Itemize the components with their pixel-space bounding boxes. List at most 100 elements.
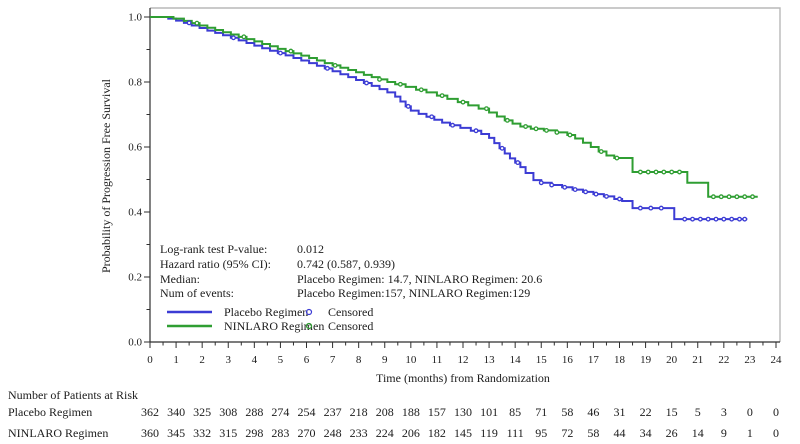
placebo-censor-mark bbox=[324, 65, 330, 71]
y-axis-label: Probability of Progression Free Survival bbox=[99, 78, 113, 273]
plot-frame bbox=[150, 7, 781, 342]
x-tick-label: 5 bbox=[278, 354, 284, 366]
at-risk-row-label-placebo: Placebo Regimen bbox=[8, 405, 92, 419]
legend-label-placebo: Placebo Regimen bbox=[224, 305, 308, 319]
y-tick-label: 0.0 bbox=[128, 337, 142, 349]
x-tick-label: 9 bbox=[382, 354, 388, 366]
at-risk-value: 340 bbox=[167, 405, 185, 419]
at-risk-value: 111 bbox=[507, 426, 524, 440]
at-risk-value: 182 bbox=[428, 426, 446, 440]
placebo-censor-mark bbox=[604, 193, 609, 199]
at-risk-value: 72 bbox=[561, 426, 573, 440]
placebo-censor-mark bbox=[538, 180, 544, 186]
ninlaro-censor-mark bbox=[726, 194, 732, 200]
x-tick-label: 17 bbox=[588, 354, 600, 366]
x-tick-label: 16 bbox=[562, 354, 574, 366]
at-risk-value: 58 bbox=[561, 405, 573, 419]
ninlaro-censor-mark bbox=[653, 169, 659, 175]
placebo-censor-mark bbox=[648, 205, 654, 211]
ninlaro-censor-mark bbox=[598, 149, 604, 154]
y-tick-label: 0.4 bbox=[128, 207, 142, 219]
placebo-censor-mark bbox=[450, 122, 456, 128]
at-risk-value: 14 bbox=[692, 426, 704, 440]
placebo-censor-mark bbox=[562, 184, 568, 190]
stat-value-median: Placebo Regimen: 14.7, NINLARO Regimen: … bbox=[297, 272, 542, 286]
at-risk-value: 298 bbox=[245, 426, 263, 440]
placebo-censor-mark bbox=[405, 103, 411, 109]
placebo-censor-mark bbox=[473, 128, 479, 134]
at-risk-row-label-ninlaro: NINLARO Regimen bbox=[8, 426, 108, 440]
y-tick-label: 0.2 bbox=[128, 272, 142, 284]
at-risk-value: 345 bbox=[167, 426, 185, 440]
placebo-curve bbox=[150, 16, 748, 221]
legend: Placebo Regimen Censored NINLARO Regimen… bbox=[167, 305, 373, 333]
at-risk-value: 71 bbox=[535, 405, 547, 419]
ninlaro-censor-mark bbox=[241, 34, 247, 40]
x-axis-label: Time (months) from Randomization bbox=[376, 371, 550, 385]
at-risk-value: 34 bbox=[640, 426, 652, 440]
placebo-censor-mark bbox=[549, 182, 555, 188]
ninlaro-censor-mark bbox=[614, 155, 620, 161]
x-tick-label: 7 bbox=[330, 354, 336, 366]
x-tick-label: 8 bbox=[356, 354, 362, 366]
at-risk-value: 145 bbox=[454, 426, 472, 440]
at-risk-value: 224 bbox=[376, 426, 394, 440]
placebo-censor-mark bbox=[186, 20, 192, 26]
at-risk-value: 31 bbox=[614, 405, 626, 419]
stat-value-num-events: Placebo Regimen:157, NINLARO Regimen:129 bbox=[297, 286, 530, 300]
placebo-censor-mark bbox=[729, 216, 735, 222]
x-tick-label: 24 bbox=[771, 354, 783, 366]
x-tick-label: 19 bbox=[640, 354, 652, 366]
survival-curves bbox=[150, 16, 758, 221]
ninlaro-censor-mark bbox=[194, 20, 200, 26]
x-tick-label: 10 bbox=[405, 354, 417, 366]
at-risk-value: 248 bbox=[324, 426, 342, 440]
y-tick-label: 1.0 bbox=[128, 12, 142, 24]
at-risk-value: 283 bbox=[271, 426, 289, 440]
x-tick-label: 11 bbox=[432, 354, 443, 366]
at-risk-value: 332 bbox=[193, 426, 211, 440]
at-risk-value: 308 bbox=[219, 405, 237, 419]
at-risk-value: 58 bbox=[587, 426, 599, 440]
x-tick-label: 13 bbox=[484, 354, 496, 366]
placebo-censor-mark bbox=[429, 114, 435, 120]
ninlaro-censor-mark bbox=[504, 117, 510, 123]
x-tick-label: 18 bbox=[614, 354, 626, 366]
x-tick-label: 6 bbox=[304, 354, 310, 366]
ninlaro-censor-mark bbox=[710, 194, 716, 200]
ninlaro-censor-mark bbox=[677, 169, 682, 175]
x-tick-label: 2 bbox=[199, 354, 205, 366]
legend-censored-marker-ninlaro bbox=[305, 322, 313, 330]
at-risk-value: 26 bbox=[666, 426, 678, 440]
at-risk-value: 0 bbox=[773, 405, 779, 419]
at-risk-value: 208 bbox=[376, 405, 394, 419]
at-risk-value: 325 bbox=[193, 405, 211, 419]
at-risk-value: 9 bbox=[721, 426, 727, 440]
at-risk-value: 288 bbox=[245, 405, 263, 419]
stats-panel: Log-rank test P-value: 0.012 Hazard rati… bbox=[160, 242, 542, 300]
at-risk-value: 0 bbox=[747, 405, 753, 419]
placebo-censor-mark bbox=[364, 80, 369, 86]
ninlaro-censor-mark bbox=[397, 81, 403, 87]
ninlaro-censor-mark bbox=[418, 87, 424, 93]
ninlaro-censor-mark bbox=[288, 48, 294, 54]
ninlaro-censor-mark bbox=[460, 99, 466, 105]
at-risk-value: 15 bbox=[666, 405, 678, 419]
at-risk-value: 85 bbox=[509, 405, 521, 419]
y-tick-label: 0.6 bbox=[128, 142, 142, 154]
at-risk-value: 206 bbox=[402, 426, 420, 440]
placebo-censor-mark bbox=[499, 145, 505, 151]
at-risk-value: 0 bbox=[773, 426, 779, 440]
stat-value-logrank: 0.012 bbox=[297, 242, 324, 256]
at-risk-value: 315 bbox=[219, 426, 237, 440]
placebo-censor-mark bbox=[721, 216, 727, 222]
ninlaro-censor-mark bbox=[523, 124, 529, 129]
at-risk-value: 233 bbox=[350, 426, 368, 440]
at-risk-value: 157 bbox=[428, 405, 446, 419]
placebo-censor-mark bbox=[231, 35, 236, 41]
ninlaro-censor-mark bbox=[669, 169, 675, 175]
x-tick-label: 23 bbox=[744, 354, 756, 366]
at-risk-value: 44 bbox=[614, 426, 626, 440]
axis-ticks: 0.00.20.40.60.81.00 1 2 3 4 5 6 7 8 9 10 11 12 13 14 15… bbox=[128, 12, 782, 367]
ninlaro-censor-mark bbox=[533, 126, 539, 132]
